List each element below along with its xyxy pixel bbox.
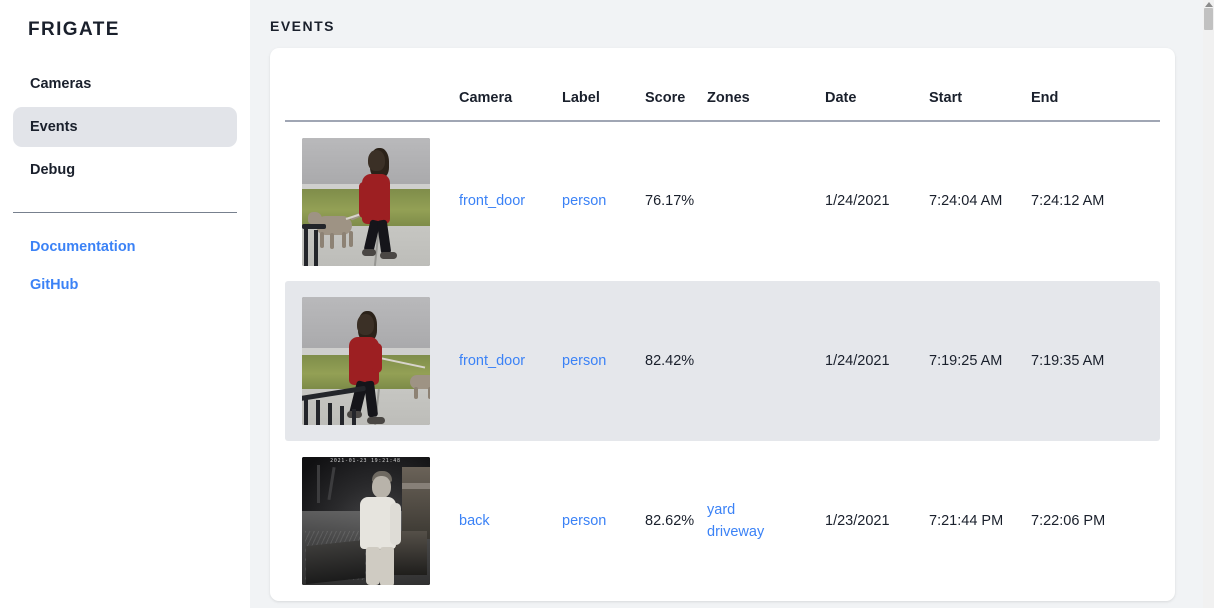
page-title: EVENTS <box>270 18 336 34</box>
person-figure <box>358 471 412 586</box>
event-score-cell: 82.62% <box>645 512 695 529</box>
sidebar-external-links: Documentation GitHub <box>0 228 250 304</box>
event-zone-link[interactable]: driveway <box>707 524 765 541</box>
event-thumbnail-image[interactable] <box>302 297 430 426</box>
events-table: Camera Label Score Zones Date Start End <box>285 47 1160 601</box>
event-thumbnail-cell[interactable]: 2021-01-23 19:21:48 <box>285 441 459 601</box>
sidebar-item-debug[interactable]: Debug <box>30 162 76 179</box>
event-thumbnail-image[interactable] <box>302 137 430 266</box>
event-end-cell: 7:24:12 AM <box>1031 193 1105 210</box>
events-table-head: Camera Label Score Zones Date Start End <box>285 47 1160 123</box>
event-zones-cell <box>707 281 825 442</box>
event-label-link[interactable]: person <box>562 193 607 210</box>
table-row[interactable]: front_door person 82.42% 1/24/2021 7:19:… <box>285 281 1160 442</box>
event-date-cell: 1/24/2021 <box>825 281 929 442</box>
event-label-cell: person <box>562 121 645 281</box>
event-camera-link[interactable]: back <box>459 512 490 529</box>
event-label-cell: person <box>562 281 645 442</box>
sidebar: FRIGATE Cameras Events Debug Documentati… <box>0 0 250 608</box>
sidebar-divider <box>13 212 237 214</box>
table-row[interactable]: 2021-01-23 19:21:48 <box>285 441 1160 601</box>
column-header-date: Date <box>825 47 929 123</box>
app-brand-title: FRIGATE <box>28 19 120 40</box>
column-header-score: Score <box>645 47 707 123</box>
event-zones-list: yard driveway <box>707 499 825 544</box>
sidebar-link-documentation[interactable]: Documentation <box>30 239 136 256</box>
column-header-thumbnail <box>285 47 459 123</box>
event-zones-cell: yard driveway <box>707 441 825 601</box>
event-date-cell: 1/24/2021 <box>825 193 890 210</box>
event-zone-link[interactable]: yard <box>707 501 736 518</box>
event-zones-cell <box>707 121 825 281</box>
event-score-cell: 82.42% <box>645 281 707 442</box>
event-date-cell: 1/23/2021 <box>825 512 890 529</box>
events-card: Camera Label Score Zones Date Start End <box>270 47 1175 601</box>
sidebar-item-cameras[interactable]: Cameras <box>30 75 92 92</box>
event-camera-cell: front_door <box>459 121 562 281</box>
person-figure <box>344 311 396 425</box>
table-row[interactable]: front_door person 76.17% 1/24/2021 7:24:… <box>285 121 1160 281</box>
event-camera-link[interactable]: front_door <box>459 193 526 210</box>
event-camera-cell: front_door <box>459 281 562 442</box>
column-header-zones: Zones <box>707 47 825 123</box>
event-thumbnail-cell[interactable] <box>285 121 459 281</box>
event-start-cell: 7:24:04 AM <box>929 193 1003 210</box>
sidebar-item-events[interactable]: Events <box>13 106 237 148</box>
sidebar-nav: Cameras Events Debug <box>0 64 250 190</box>
event-camera-link[interactable]: front_door <box>459 352 526 369</box>
column-header-end: End <box>1031 47 1160 123</box>
event-thumbnail-image[interactable]: 2021-01-23 19:21:48 <box>302 457 430 586</box>
event-start-cell: 7:21:44 PM <box>929 512 1004 529</box>
column-header-camera: Camera <box>459 47 562 123</box>
event-score-cell: 76.17% <box>645 193 695 210</box>
sidebar-link-github[interactable]: GitHub <box>30 277 79 294</box>
events-table-body: front_door person 76.17% 1/24/2021 7:24:… <box>285 121 1160 601</box>
event-label-cell: person <box>562 441 645 601</box>
events-table-header-row: Camera Label Score Zones Date Start End <box>285 47 1160 123</box>
event-end-cell: 7:19:35 AM <box>1031 281 1160 442</box>
event-label-link[interactable]: person <box>562 352 607 369</box>
main-content: EVENTS Camera Label Score Zones Date <box>250 0 1214 608</box>
event-thumbnail-cell[interactable] <box>285 281 459 442</box>
camera-timestamp-overlay: 2021-01-23 19:21:48 <box>330 458 401 465</box>
scroll-up-arrow-icon[interactable] <box>1205 2 1213 7</box>
event-start-cell: 7:19:25 AM <box>929 281 1031 442</box>
person-figure <box>358 147 406 260</box>
event-end-cell: 7:22:06 PM <box>1031 512 1106 529</box>
event-camera-cell: back <box>459 441 562 601</box>
column-header-label: Label <box>562 47 645 123</box>
column-header-start: Start <box>929 47 1031 123</box>
event-label-link[interactable]: person <box>562 512 607 529</box>
vertical-scrollbar[interactable] <box>1203 0 1214 608</box>
vertical-scrollbar-thumb[interactable] <box>1204 8 1213 30</box>
